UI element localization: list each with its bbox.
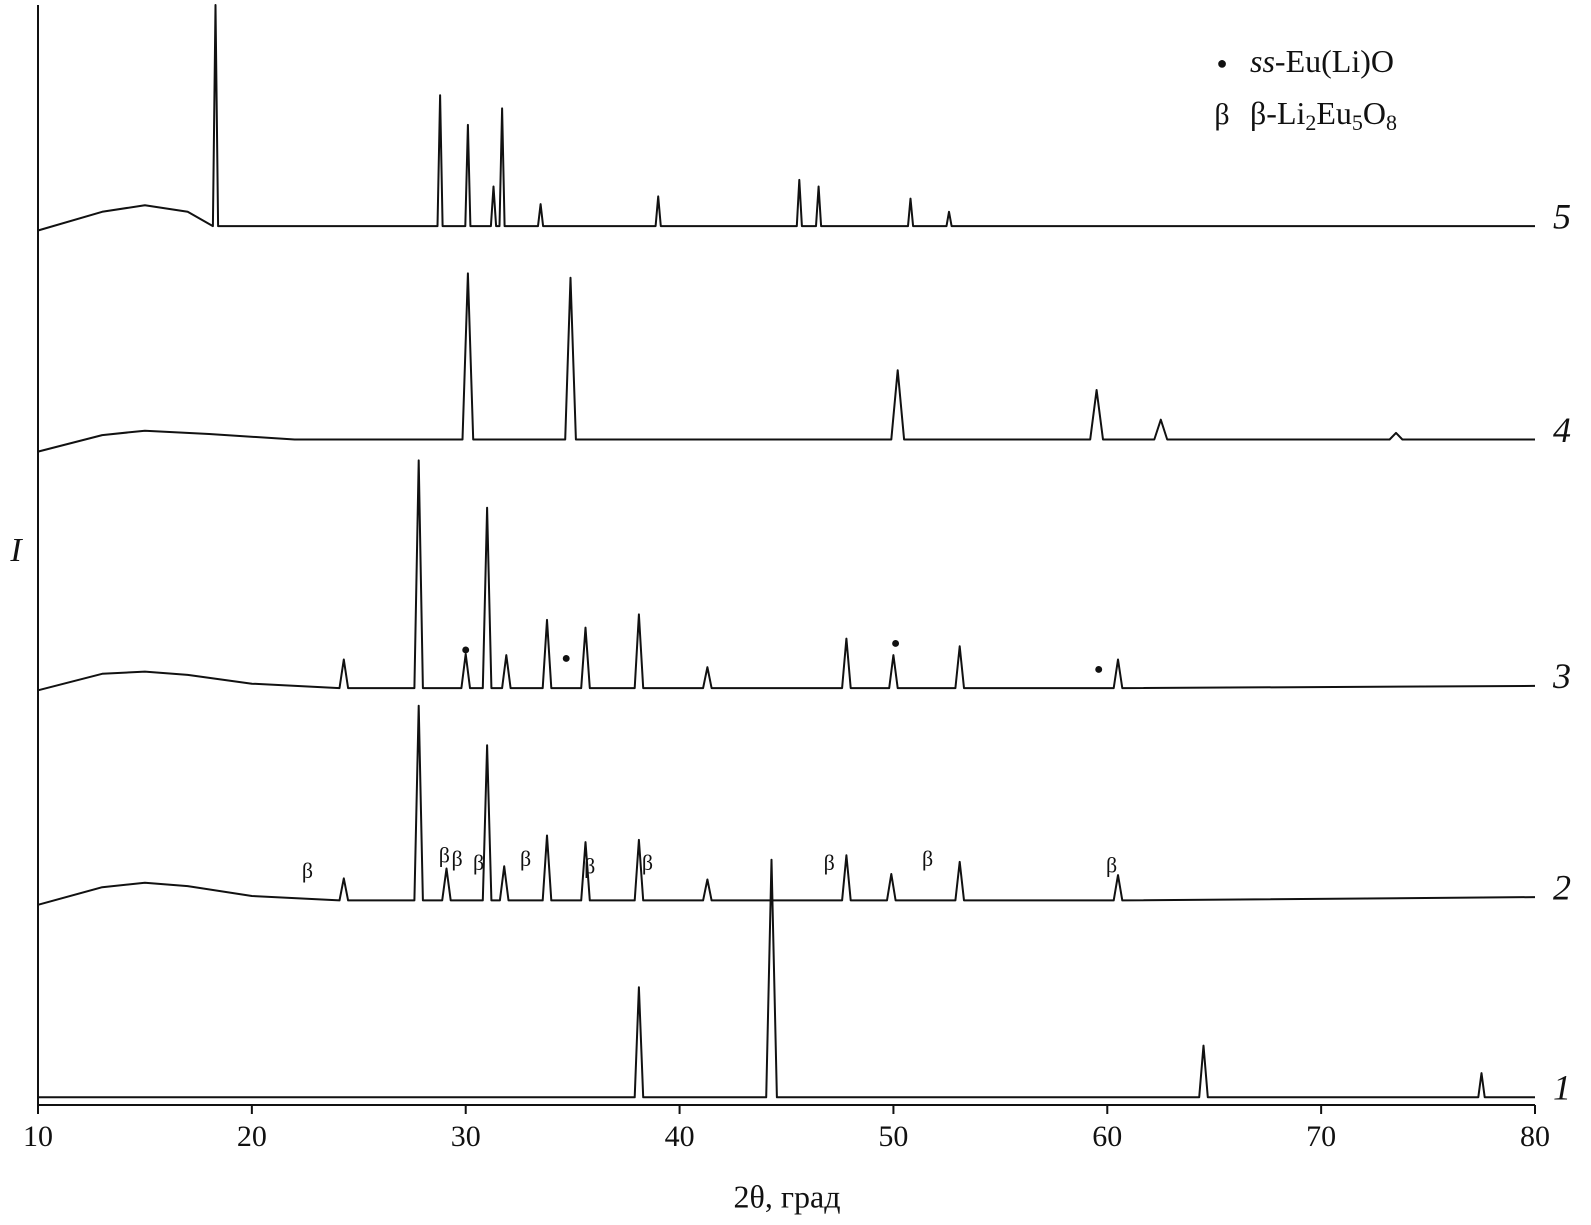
y-axis-label: I: [9, 532, 23, 569]
legend-label-part: β-Li: [1250, 95, 1305, 131]
legend-label-part: Eu: [1316, 95, 1352, 131]
series-label: 1: [1553, 1068, 1571, 1108]
legend-symbol: ●: [1217, 53, 1228, 73]
phase-marker: β: [922, 846, 933, 871]
series-label: 5: [1553, 196, 1571, 236]
pattern-line: [37, 272, 1535, 453]
pattern-line: [37, 459, 1536, 692]
x-tick-label: 30: [451, 1120, 481, 1153]
phase-marker: β: [642, 850, 653, 875]
phase-marker: β: [302, 858, 313, 883]
phase-marker: β: [452, 846, 463, 871]
legend-label-part: O: [1363, 95, 1386, 131]
phase-marker: β: [520, 846, 531, 871]
series-label: 2: [1553, 867, 1571, 907]
pattern-line: [37, 704, 1536, 906]
legend-label-part: 8: [1386, 110, 1397, 135]
legend-label-part: ss: [1250, 43, 1275, 79]
x-tick-label: 40: [665, 1120, 695, 1153]
phase-marker: β: [439, 843, 450, 868]
legend-label: β-Li2Eu5O8: [1250, 95, 1397, 135]
x-axis-label: 2θ, град: [734, 1178, 841, 1214]
pattern-line: [38, 858, 1535, 1099]
series-label: 4: [1553, 410, 1571, 450]
legend-label-part: 5: [1352, 110, 1363, 135]
pattern-line: [37, 4, 1535, 232]
x-tick-label: 10: [23, 1120, 53, 1153]
legend-symbol: β: [1214, 98, 1229, 131]
phase-marker: β: [824, 850, 835, 875]
x-tick-label: 70: [1306, 1120, 1336, 1153]
phase-marker: β: [473, 850, 484, 875]
series-label: 3: [1552, 656, 1571, 696]
x-tick-label: 50: [878, 1120, 908, 1153]
legend-label: ss-Eu(Li)O: [1250, 43, 1394, 79]
legend-label-part: 2: [1305, 110, 1316, 135]
x-tick-label: 60: [1092, 1120, 1122, 1153]
phase-marker: β: [584, 854, 595, 879]
x-tick-label: 80: [1520, 1120, 1550, 1153]
phase-marker: ●: [461, 641, 471, 658]
phase-marker: ●: [1094, 661, 1104, 678]
phase-marker: ●: [561, 650, 571, 667]
phase-marker: β: [1106, 852, 1117, 877]
x-tick-label: 20: [237, 1120, 267, 1153]
phase-marker: ●: [891, 635, 901, 652]
legend-label-part: -Eu(Li)O: [1275, 43, 1394, 79]
